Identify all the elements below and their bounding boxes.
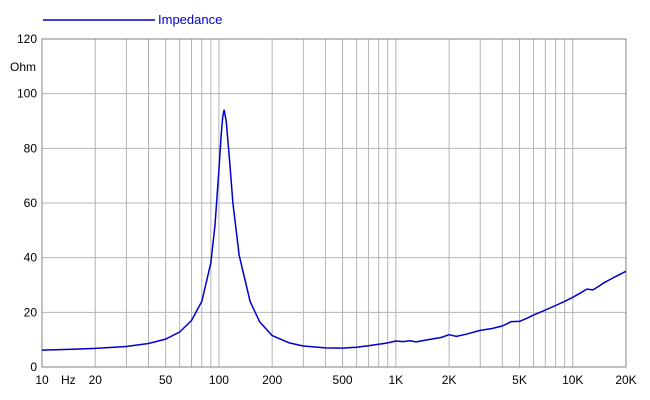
- x-tick-label: 100: [209, 373, 229, 387]
- series-group: [41, 109, 627, 351]
- y-tick-label: 100: [17, 87, 37, 101]
- x-tick-label: 20: [89, 373, 103, 387]
- legend-label: Impedance: [158, 12, 222, 27]
- y-tick-label: 60: [24, 196, 38, 210]
- plot-frame: [41, 38, 627, 368]
- x-tick-label: 10: [35, 373, 49, 387]
- x-tick-label: 2K: [442, 373, 457, 387]
- x-tick-label: 50: [159, 373, 173, 387]
- y-axis-label: Ohm: [10, 60, 36, 74]
- x-axis-unit-label: Hz: [61, 373, 76, 387]
- y-tick-label: 80: [24, 141, 38, 155]
- chart-grid: [42, 39, 626, 367]
- x-tick-label: 1K: [388, 373, 403, 387]
- y-tick-labels: 0 20 40 60 80 100 120: [17, 32, 37, 374]
- x-tick-label: 5K: [512, 373, 527, 387]
- x-tick-label: 200: [262, 373, 282, 387]
- y-tick-label: 0: [30, 360, 37, 374]
- y-tick-label: 20: [24, 305, 38, 319]
- y-tick-label: 120: [17, 32, 37, 46]
- x-tick-labels: 10 20 50 100 200 500 1K 2K 5K 10K 20K: [35, 373, 636, 387]
- impedance-series-line: [41, 109, 627, 351]
- x-tick-label: 500: [333, 373, 353, 387]
- y-tick-label: 40: [24, 251, 38, 265]
- x-tick-label: 20K: [615, 373, 636, 387]
- x-tick-label: 10K: [562, 373, 583, 387]
